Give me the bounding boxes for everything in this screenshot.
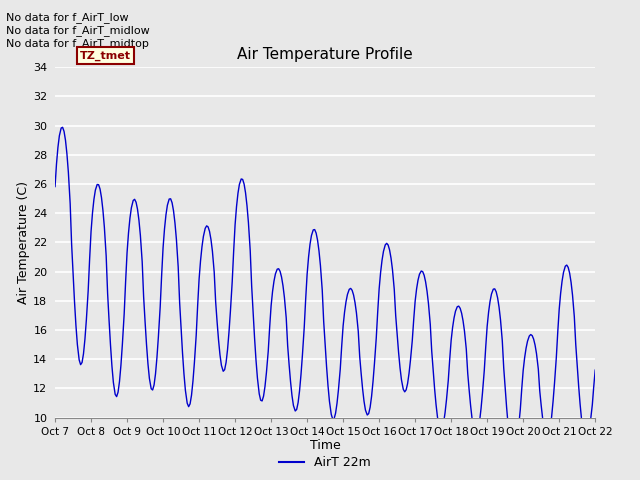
Title: Air Temperature Profile: Air Temperature Profile (237, 47, 413, 62)
Text: No data for f_AirT_midtop: No data for f_AirT_midtop (6, 38, 149, 49)
X-axis label: Time: Time (310, 439, 340, 453)
Y-axis label: Air Temperature (C): Air Temperature (C) (17, 181, 30, 304)
Text: No data for f_AirT_low: No data for f_AirT_low (6, 12, 129, 23)
Text: No data for f_AirT_midlow: No data for f_AirT_midlow (6, 25, 150, 36)
Legend: AirT 22m: AirT 22m (275, 451, 376, 474)
Text: TZ_tmet: TZ_tmet (80, 50, 131, 60)
